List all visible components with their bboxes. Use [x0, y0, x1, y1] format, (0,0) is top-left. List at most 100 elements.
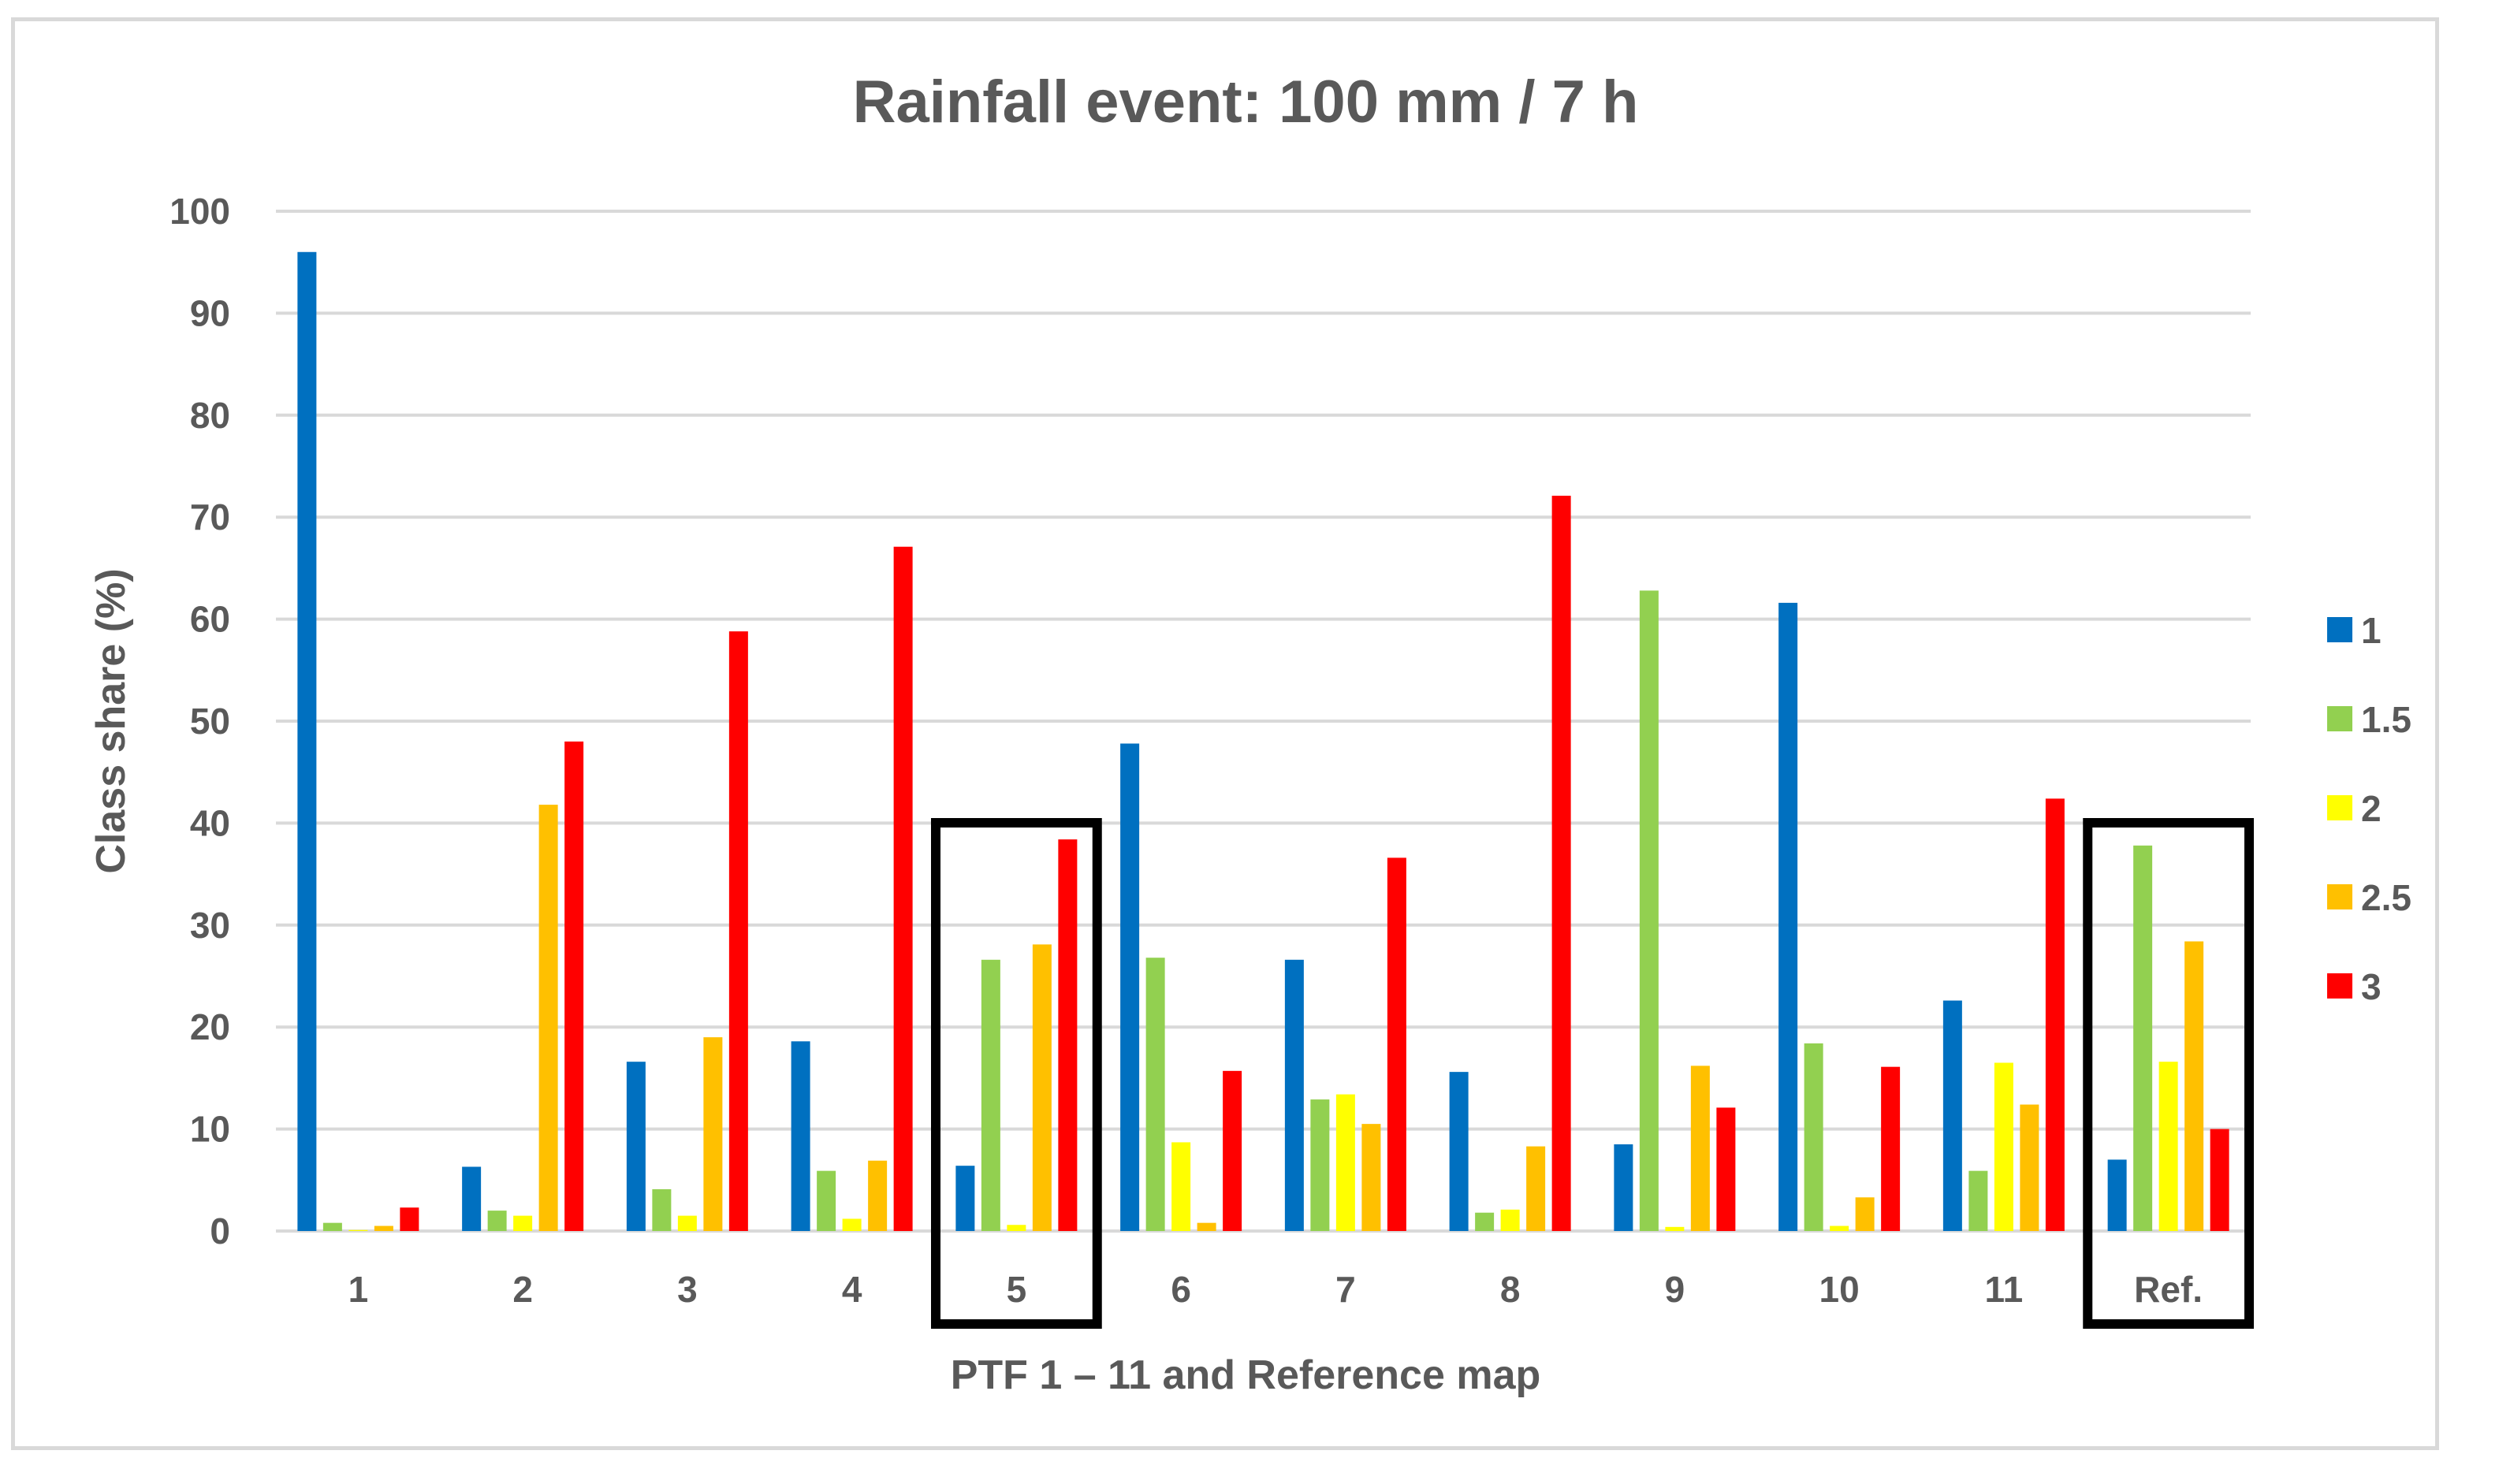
bar — [2158, 1062, 2178, 1231]
bar — [1639, 590, 1659, 1231]
y-tick-label: 10 — [190, 1109, 230, 1150]
bar — [817, 1170, 836, 1231]
bar — [2107, 1159, 2127, 1231]
bar-group — [297, 251, 419, 1231]
bar — [538, 805, 558, 1231]
bar — [1058, 839, 1078, 1231]
bar — [868, 1160, 888, 1231]
bar — [513, 1215, 533, 1231]
legend-label: 1 — [2361, 610, 2382, 651]
x-tick-label: 2 — [512, 1269, 533, 1310]
bar-group — [791, 546, 913, 1231]
legend-swatch — [2327, 973, 2352, 999]
bar-group — [1120, 743, 1242, 1231]
legend-item: 3 — [2327, 966, 2382, 1007]
bar — [322, 1222, 342, 1231]
legend-label: 2 — [2361, 788, 2382, 829]
x-tick-label: Ref. — [2134, 1269, 2203, 1310]
bar — [1145, 958, 1165, 1231]
x-axis-label: PTF 1 – 11 and Reference map — [951, 1352, 1541, 1398]
bar — [1942, 1000, 1962, 1231]
bar — [1197, 1222, 1216, 1231]
x-tick-label: 3 — [677, 1269, 698, 1310]
x-tick-label: 7 — [1335, 1269, 1356, 1310]
bar — [564, 741, 584, 1231]
bar — [791, 1041, 810, 1231]
chart-title: Rainfall event: 100 mm / 7 h — [853, 69, 1639, 136]
bar — [1551, 496, 1571, 1231]
bar — [1855, 1197, 1875, 1231]
legend-item: 2 — [2327, 788, 2382, 829]
y-tick-label: 100 — [169, 191, 230, 232]
bar — [893, 546, 913, 1231]
y-tick-label: 90 — [190, 292, 230, 333]
bar — [1778, 602, 1798, 1231]
legend-item: 1.5 — [2327, 699, 2411, 740]
bar — [1716, 1107, 1736, 1231]
bar-group — [462, 741, 584, 1231]
bar — [1994, 1062, 2013, 1231]
bar — [842, 1218, 862, 1231]
x-tick-label: 11 — [1985, 1269, 2024, 1310]
bar-group — [2107, 845, 2229, 1231]
bar — [955, 1166, 975, 1231]
bar-group — [1942, 798, 2065, 1231]
bar — [728, 631, 748, 1231]
bar — [677, 1215, 697, 1231]
y-tick-label: 0 — [210, 1211, 230, 1252]
bar — [1361, 1124, 1381, 1231]
x-axis-ticks: 1 2 3 4 5 6 7 8 9 10 11 Ref. — [348, 1269, 2203, 1310]
legend-label: 3 — [2361, 966, 2382, 1007]
bar — [1690, 1066, 1710, 1231]
bar — [2045, 798, 2065, 1231]
bar-group — [1284, 857, 1406, 1231]
highlight-boxes — [931, 818, 2254, 1329]
bar — [297, 251, 317, 1231]
bar — [1284, 959, 1304, 1231]
bar — [2184, 941, 2204, 1231]
bar — [1475, 1212, 1495, 1231]
bar-group — [626, 631, 748, 1231]
bar — [1387, 857, 1406, 1231]
bar — [2133, 845, 2153, 1231]
bar — [462, 1166, 482, 1231]
bar-group — [1449, 496, 1571, 1231]
bars — [297, 251, 2229, 1231]
bar — [981, 959, 1000, 1231]
y-axis-ticks: 0 10 20 30 40 50 60 70 80 90 100 — [169, 191, 230, 1252]
gridlines — [276, 210, 2251, 1233]
x-tick-label: 4 — [842, 1269, 862, 1310]
bar — [2020, 1104, 2039, 1231]
x-tick-label: 6 — [1171, 1269, 1191, 1310]
bar — [1007, 1225, 1026, 1231]
y-tick-label: 50 — [190, 701, 230, 742]
x-tick-label: 9 — [1665, 1269, 1685, 1310]
bar — [1120, 743, 1140, 1231]
bar — [1830, 1226, 1849, 1231]
bar — [1804, 1043, 1823, 1231]
y-tick-label: 70 — [190, 497, 230, 537]
legend: 1 1.5 2 2.5 3 — [2327, 610, 2411, 1007]
bar — [1526, 1146, 1546, 1231]
y-axis-label: Class share (%) — [88, 568, 134, 873]
bar-group — [955, 839, 1078, 1231]
bar — [652, 1188, 672, 1231]
bar — [626, 1062, 646, 1231]
x-tick-label: 5 — [1007, 1269, 1027, 1310]
bar — [1500, 1209, 1520, 1231]
bar — [1449, 1072, 1469, 1231]
legend-swatch — [2327, 795, 2352, 820]
highlight-box — [2083, 818, 2254, 1329]
y-tick-label: 40 — [190, 802, 230, 843]
legend-item: 1 — [2327, 610, 2382, 651]
bar — [1171, 1142, 1191, 1231]
legend-item: 2.5 — [2327, 877, 2411, 918]
legend-swatch — [2327, 617, 2352, 642]
bar — [400, 1207, 419, 1231]
bar — [1335, 1094, 1355, 1231]
y-tick-label: 30 — [190, 905, 230, 946]
legend-swatch — [2327, 884, 2352, 909]
bar-group — [1778, 602, 1901, 1231]
bar — [487, 1211, 507, 1231]
bar — [1968, 1170, 1988, 1231]
